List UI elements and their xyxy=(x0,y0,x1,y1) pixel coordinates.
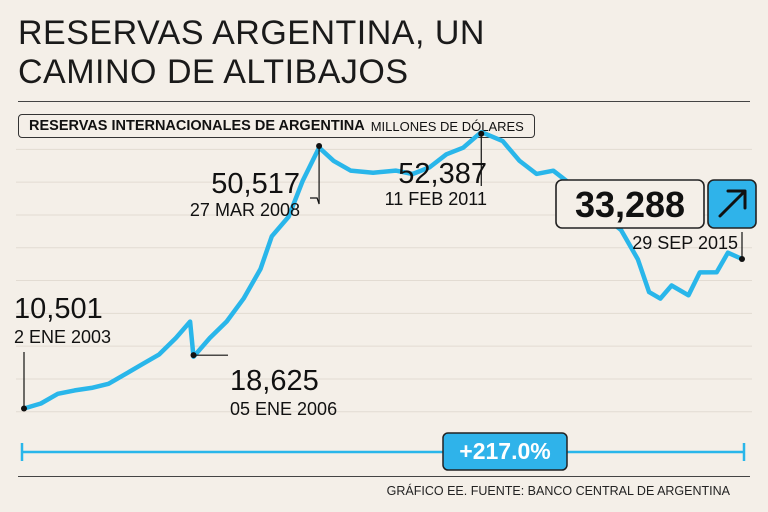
annotation-dot xyxy=(478,130,485,137)
annotation-dot xyxy=(316,142,323,149)
annotation-date: 11 FEB 2011 xyxy=(385,189,487,209)
annotation-leader xyxy=(310,145,320,205)
final-value: 33,288 xyxy=(575,184,685,225)
source-footer: GRÁFICO EE. FUENTE: BANCO CENTRAL DE ARG… xyxy=(386,484,730,498)
annotation-value: 52,387 xyxy=(398,158,487,190)
change-percentage: +217.0% xyxy=(459,438,550,464)
reserves-series-line xyxy=(21,129,745,411)
subtitle-unit: MILLONES DE DÓLARES xyxy=(370,118,524,134)
change-badge xyxy=(442,432,568,471)
annotation-value: 18,625 xyxy=(230,365,319,397)
annotation-value: 10,501 xyxy=(14,293,103,325)
arrow-up-right-icon xyxy=(718,189,747,218)
annotation-date: 29 SEP 2015 xyxy=(632,233,738,253)
annotation-date: 05 ENE 2006 xyxy=(230,399,337,419)
subtitle-main: RESERVAS INTERNACIONALES DE ARGENTINA xyxy=(29,118,365,134)
annotation-dot xyxy=(739,255,745,262)
annotation-dot xyxy=(21,405,27,412)
annotation-dot xyxy=(190,352,197,359)
footer-divider xyxy=(18,476,750,477)
annotation-date: 27 MAR 2008 xyxy=(190,200,300,220)
title-divider xyxy=(18,101,750,102)
chart-title: RESERVAS ARGENTINA, UN CAMINO DE ALTIBAJ… xyxy=(18,14,485,91)
final-value-box xyxy=(555,179,705,229)
annotation-value: 50,517 xyxy=(211,168,300,200)
annotation-date: 2 ENE 2003 xyxy=(14,327,111,347)
chart-subtitle: RESERVAS INTERNACIONALES DE ARGENTINA MI… xyxy=(18,114,535,138)
